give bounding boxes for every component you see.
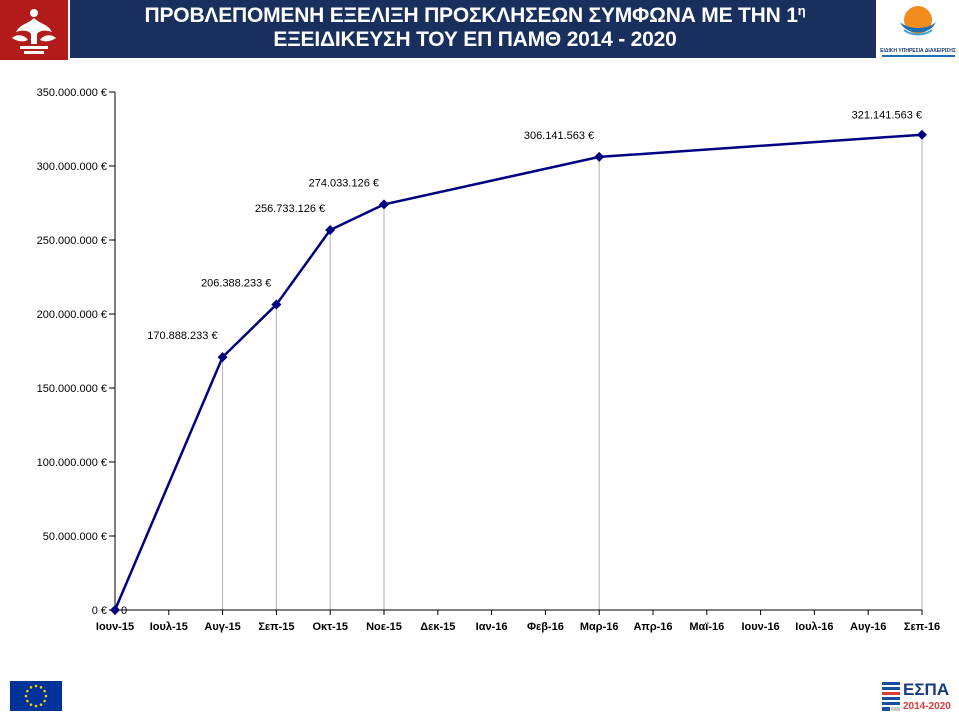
title-line2: ΕΞΕΙΔΙΚΕΥΣΗ ΤΟΥ ΕΠ ΠΑΜΘ 2014 - 2020 [273,28,677,51]
y-tick-label: 200.000.000 € [37,309,107,321]
x-tick-label: Οκτ-15 [312,621,348,633]
y-tick-label: 150.000.000 € [37,383,107,395]
eu-star-icon [34,684,38,688]
header-band [70,0,876,58]
espa-years: 2014-2020 [903,701,951,712]
data-label: 274.033.126 € [309,177,379,189]
y-tick-label: 100.000.000 € [37,457,107,469]
logo-right-sun: ΕΙΔΙΚΗ ΥΠΗΡΕΣΙΑ ΔΙΑΧΕΙΡΙΣΗΣ [878,0,959,60]
eu-star-icon [29,686,33,689]
x-tick-label: Ιουλ-15 [150,621,188,633]
data-point-marker [271,299,282,310]
eu-star-icon [29,703,33,706]
eu-star-icon [39,703,43,706]
x-tick-label: Σεπ-16 [904,621,940,633]
line-chart: 0 € 50.000.000 € 100.000.000 € 150.000.000 … [37,87,940,633]
x-tick-label: Μαρ-16 [580,621,619,633]
data-label: 256.733.126 € [255,203,325,215]
x-tick-label: Ιουν-15 [96,621,134,633]
x-tick-label: Αυγ-16 [850,621,886,633]
x-tick-label: Δεκ-15 [420,621,455,633]
data-point-marker [594,151,605,162]
x-tick-label: Φεβ-16 [527,621,564,633]
eu-star-icon [26,699,29,703]
data-label: 206.388.233 € [201,278,271,290]
eu-star-icon [24,694,28,698]
data-point-marker [325,225,336,236]
data-label: 0 [121,605,127,617]
y-tick-label: 300.000.000 € [37,161,107,173]
eu-star-icon [44,694,48,698]
eu-star-icon [26,689,29,693]
logo-left-emblem [0,0,68,60]
espa-label: ΕΣΠΑ [903,680,949,699]
x-tick-label: Ιουλ-16 [795,621,833,633]
data-point-marker [110,605,120,615]
data-point-marker [217,352,228,363]
eu-star-icon [43,699,46,703]
x-tick-label: Σεπ-15 [258,621,294,633]
y-tick-label: 250.000.000 € [37,235,107,247]
title-superscript: η [797,3,806,18]
eu-star-icon [34,704,38,708]
x-tick-label: Νοε-15 [366,621,402,633]
espa-logo-mark: ΕΣΠΑ 2014-2020 [882,680,951,712]
data-label: 321.141.563 € [852,110,922,122]
title-line1: ΠΡΟΒΛΕΠΟΜΕΝΗ ΕΞΕΛΙΞΗ ΠΡΟΣΚΛΗΣΕΩΝ ΣΥΜΦΩΝΑ… [144,4,798,27]
page-title: ΠΡΟΒΛΕΠΟΜΕΝΗ ΕΞΕΛΙΞΗ ΠΡΟΣΚΛΗΣΕΩΝ ΣΥΜΦΩΝΑ… [80,4,870,52]
eu-star-icon [43,689,46,693]
right-logo-caption: ΕΙΔΙΚΗ ΥΠΗΡΕΣΙΑ ΔΙΑΧΕΙΡΙΣΗΣ [880,48,956,54]
data-label: 170.888.233 € [147,330,217,342]
eu-star-icon [39,686,43,689]
x-tick-label: Μαϊ-16 [689,621,724,633]
header: ΠΡΟΒΛΕΠΟΜΕΝΗ ΕΞΕΛΙΞΗ ΠΡΟΣΚΛΗΣΕΩΝ ΣΥΜΦΩΝΑ… [0,0,959,60]
data-point-marker [917,129,927,140]
x-tick-label: Ιαν-16 [476,621,508,633]
data-point-marker [379,199,389,210]
y-tick-label: 50.000.000 € [43,531,107,543]
data-label: 306.141.563 € [524,130,594,142]
espa-logo: ΕΣΠΑ 2014-2020 [880,676,956,712]
x-tick-label: Απρ-16 [633,621,672,633]
y-tick-label: 0 € [92,605,107,617]
eu-flag-icon [10,681,62,711]
x-tick-label: Ιουν-16 [741,621,779,633]
x-tick-label: Αυγ-15 [204,621,240,633]
y-tick-label: 350.000.000 € [37,87,107,99]
series-line [113,133,923,611]
